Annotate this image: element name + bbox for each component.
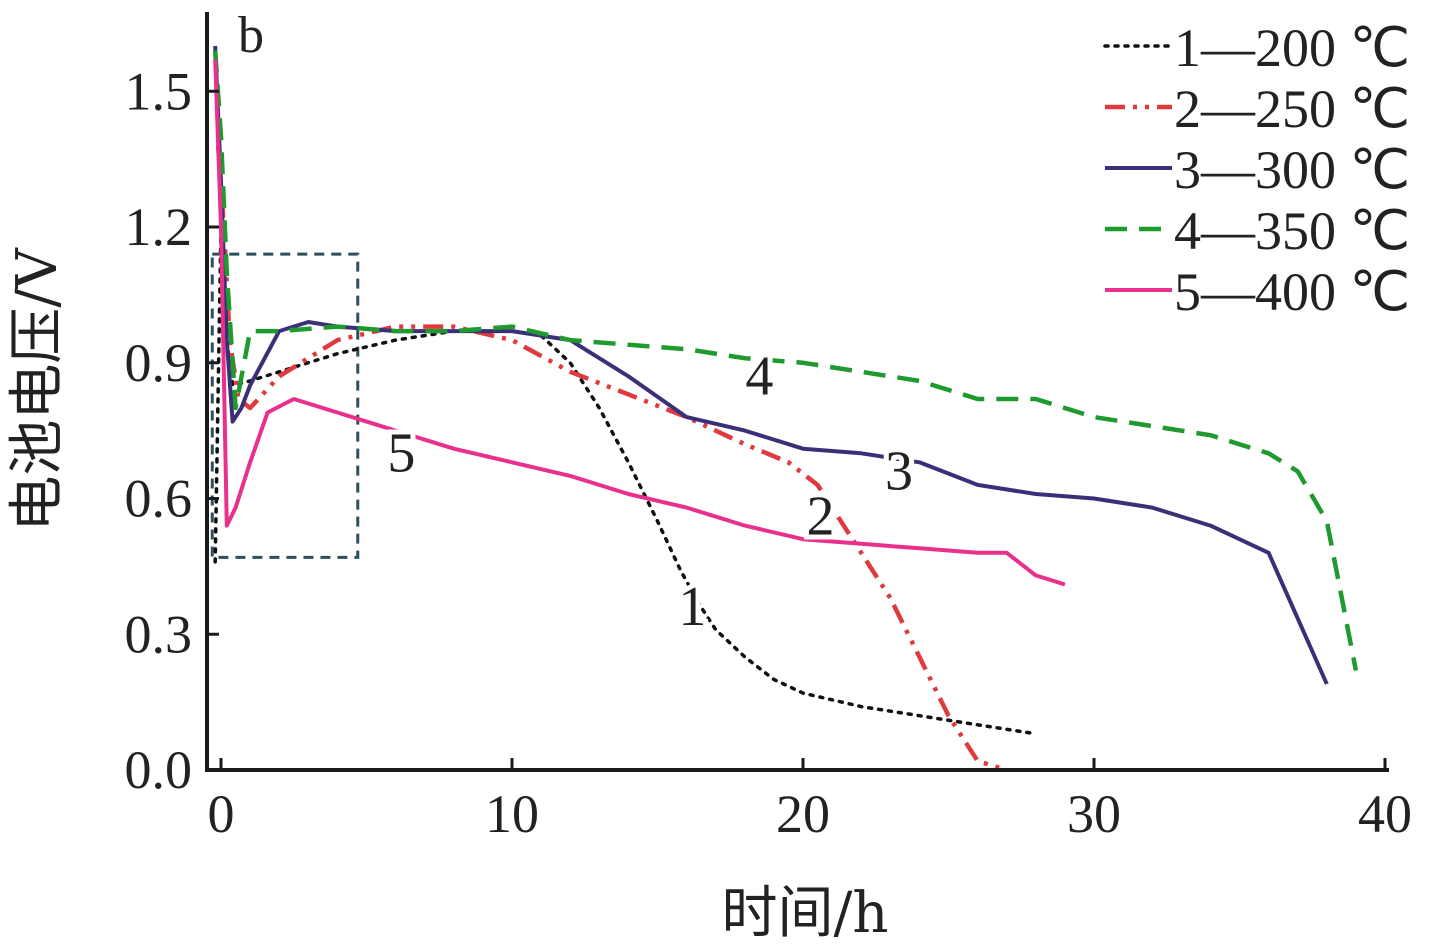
legend-entry-2: 2—250 ℃: [1174, 79, 1410, 139]
x-tick-label: 0: [208, 784, 235, 844]
y-axis-title: 电池电压/V: [5, 247, 70, 532]
x-tick-label: 20: [776, 784, 830, 844]
y-tick-label: 1.2: [125, 197, 193, 257]
x-axis-title: 时间/h: [722, 881, 889, 945]
y-tick-label: 0.3: [125, 604, 193, 664]
y-tick-label: 0.9: [125, 333, 193, 393]
x-tick-label: 10: [485, 784, 539, 844]
curve-label-1: 1: [678, 576, 706, 638]
x-tick-label: 30: [1067, 784, 1121, 844]
legend: 1—200 ℃2—250 ℃3—300 ℃4—350 ℃5—400 ℃: [1103, 18, 1410, 322]
curve-label-3: 3: [885, 440, 913, 502]
legend-entry-4: 4—350 ℃: [1174, 201, 1410, 261]
y-tick-label: 0.6: [125, 469, 193, 529]
ticks-layer: 0 10 20 30 40 0.0 0.3 0.6 0.9 1.2 1.5: [125, 61, 1413, 844]
y-tick-label: 0.0: [125, 740, 193, 800]
series-line-4: [212, 50, 1359, 671]
zoom-box-layer: [210, 252, 360, 559]
legend-entry-1: 1—200 ℃: [1174, 18, 1410, 78]
curve-label-4: 4: [745, 345, 773, 407]
zoom-box: [210, 252, 360, 559]
x-tick-label: 40: [1358, 784, 1412, 844]
series-line-5: [213, 59, 1066, 587]
axes-layer: [205, 12, 1389, 772]
series-layer: [212, 45, 1359, 773]
legend-entry-5: 5—400 ℃: [1174, 262, 1410, 322]
legend-entry-3: 3—300 ℃: [1174, 140, 1410, 200]
panel-label: b: [238, 7, 264, 64]
series-line-3: [213, 45, 1329, 685]
y-tick-label: 1.5: [125, 61, 193, 121]
curve-label-5: 5: [387, 422, 415, 484]
curve-label-2: 2: [806, 486, 834, 548]
series-line-2: [215, 145, 1008, 773]
